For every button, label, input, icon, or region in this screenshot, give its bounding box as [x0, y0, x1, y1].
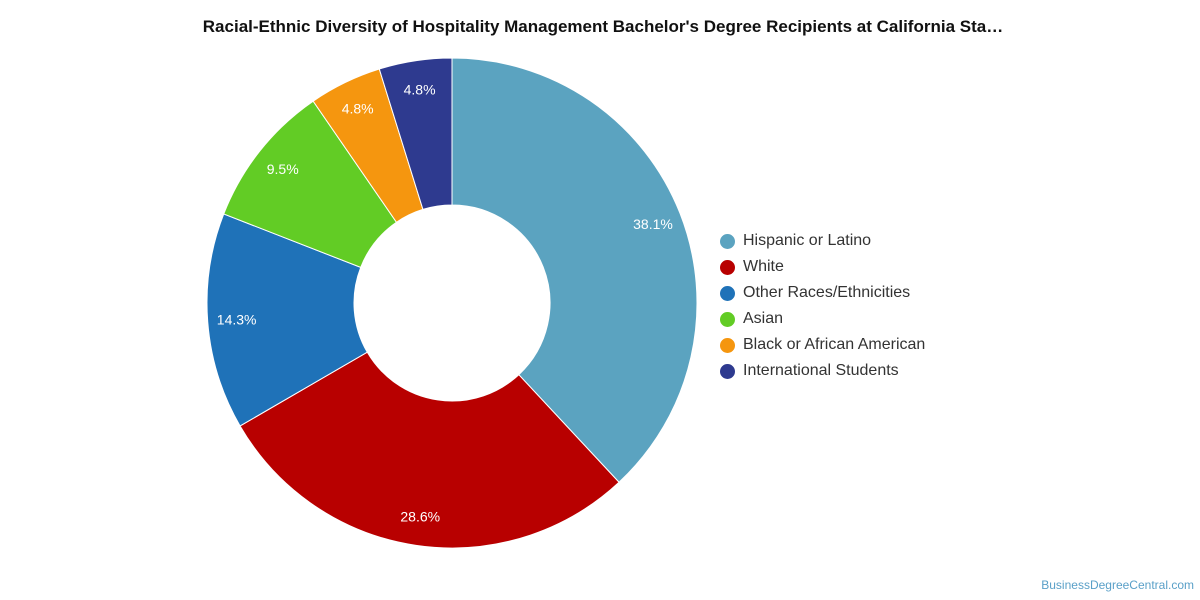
- donut-slice[interactable]: [451, 57, 698, 483]
- legend-item[interactable]: Asian: [720, 306, 925, 332]
- donut-slice[interactable]: [239, 351, 620, 549]
- legend-item[interactable]: White: [720, 254, 925, 280]
- legend-item[interactable]: Other Races/Ethnicities: [720, 280, 925, 306]
- legend-label: International Students: [743, 362, 899, 379]
- slice-data-label: 4.8%: [342, 101, 374, 117]
- legend-swatch-icon: [720, 285, 735, 301]
- slice-data-label: 28.6%: [400, 509, 440, 525]
- slice-data-label: 9.5%: [267, 161, 299, 177]
- legend-swatch-icon: [720, 311, 735, 327]
- slice-data-label: 38.1%: [633, 216, 673, 232]
- legend-item[interactable]: Hispanic or Latino: [720, 228, 925, 254]
- footer-credit[interactable]: BusinessDegreeCentral.com: [1041, 578, 1194, 592]
- legend-label: White: [743, 258, 784, 275]
- legend-label: Black or African American: [743, 336, 926, 353]
- donut-slice[interactable]: [206, 213, 368, 427]
- legend-swatch-icon: [720, 259, 735, 275]
- legend-swatch-icon: [720, 363, 735, 379]
- slice-data-label: 4.8%: [404, 81, 436, 97]
- legend-swatch-icon: [720, 233, 735, 249]
- chart-title: Racial-Ethnic Diversity of Hospitality M…: [202, 17, 1004, 36]
- legend-label: Other Races/Ethnicities: [743, 284, 911, 301]
- legend-item[interactable]: Black or African American: [720, 332, 925, 358]
- chart-legend: Hispanic or Latino White Other Races/Ethni…: [720, 228, 925, 384]
- legend-item[interactable]: International Students: [720, 358, 925, 384]
- legend-label: Hispanic or Latino: [743, 232, 872, 249]
- slice-data-label: 14.3%: [217, 312, 257, 328]
- legend-swatch-icon: [720, 337, 735, 353]
- donut-slice[interactable]: [378, 57, 453, 211]
- legend-label: Asian: [743, 310, 784, 327]
